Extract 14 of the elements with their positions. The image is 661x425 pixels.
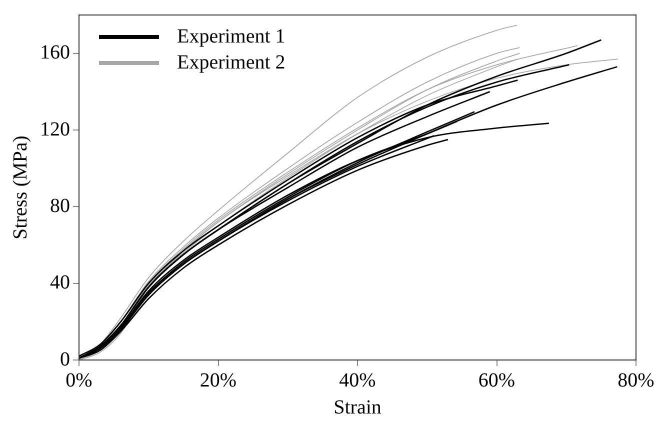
x-axis-title: Strain	[334, 396, 382, 418]
x-tick-label: 40%	[339, 369, 376, 392]
x-tick-label: 80%	[618, 369, 654, 392]
y-tick-label: 0	[60, 348, 70, 370]
y-tick-label: 120	[40, 118, 70, 140]
y-tick-label: 40	[50, 272, 70, 294]
y-axis-title: Stress (MPa)	[9, 136, 32, 240]
legend-label: Experiment 2	[177, 51, 286, 74]
x-tick-label: 60%	[478, 369, 516, 392]
legend-label: Experiment 1	[177, 25, 286, 48]
x-tick-label: 0%	[66, 369, 92, 392]
x-tick-label: 20%	[200, 369, 237, 392]
y-tick-label: 160	[40, 42, 70, 64]
y-tick-label: 80	[50, 194, 70, 217]
